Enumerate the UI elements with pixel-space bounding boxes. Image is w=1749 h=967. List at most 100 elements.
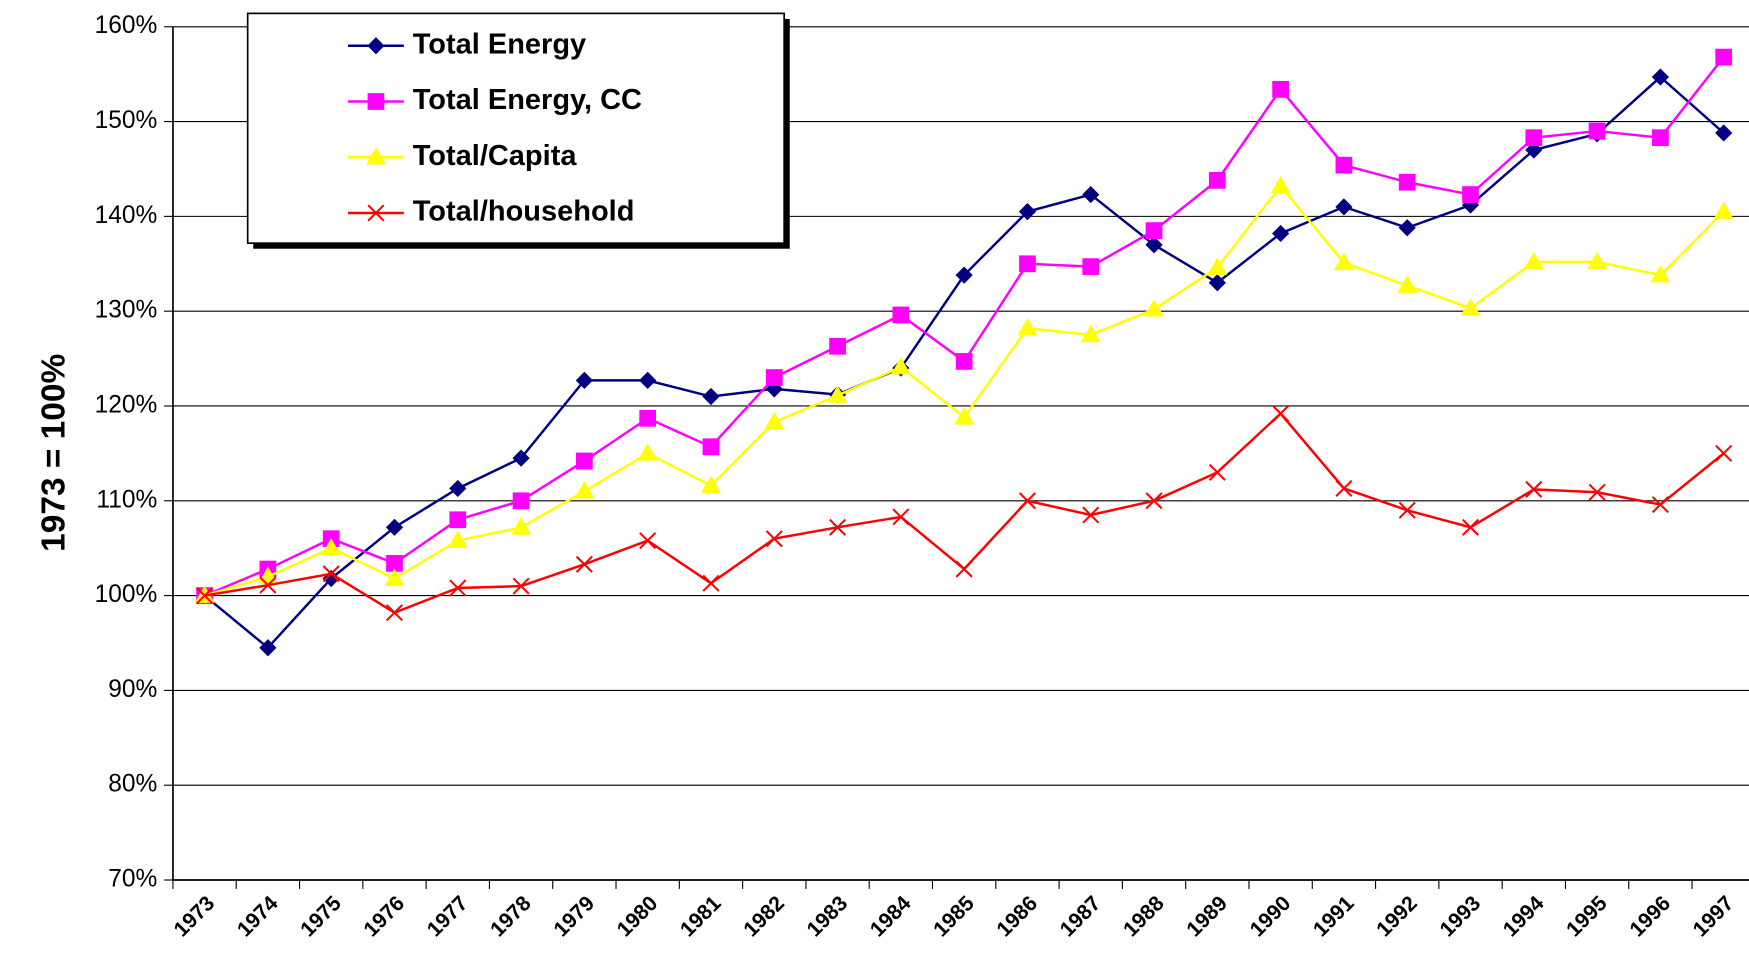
x-tick-label: 1987: [1056, 892, 1106, 942]
marker: [892, 508, 910, 526]
marker: [639, 371, 657, 389]
marker: [639, 409, 657, 427]
x-tick-label: 1979: [549, 892, 599, 942]
marker: [1461, 518, 1480, 536]
marker: [890, 357, 911, 375]
x-tick-label: 1989: [1182, 892, 1232, 942]
x-tick-label: 1978: [486, 892, 536, 942]
marker: [1525, 141, 1543, 159]
marker: [259, 576, 277, 594]
marker: [1207, 257, 1228, 275]
x-tick-label: 1994: [1499, 892, 1549, 942]
marker: [1208, 463, 1226, 481]
marker: [367, 93, 385, 110]
x-tick-label: 1996: [1625, 892, 1675, 942]
marker: [1525, 129, 1543, 147]
marker: [575, 555, 593, 573]
marker: [1525, 480, 1543, 498]
x-tick-label: 1986: [993, 892, 1043, 942]
marker: [512, 492, 530, 510]
y-axis-label: 1973 = 100%: [36, 354, 73, 552]
y-tick-label: 160%: [95, 12, 158, 39]
marker: [1398, 501, 1416, 519]
marker: [1462, 186, 1479, 203]
marker: [384, 568, 405, 586]
marker: [1208, 171, 1226, 189]
marker: [1715, 444, 1733, 462]
marker: [449, 479, 467, 498]
marker: [196, 587, 214, 605]
marker: [1018, 492, 1036, 510]
marker: [702, 574, 720, 592]
marker: [829, 518, 847, 536]
marker: [1587, 251, 1607, 270]
series-line: [204, 411, 1725, 615]
marker: [1460, 298, 1481, 316]
marker: [1082, 506, 1100, 524]
legend-label: Total Energy: [413, 28, 586, 60]
marker: [576, 452, 593, 470]
marker: [1713, 201, 1734, 219]
marker: [1398, 219, 1416, 237]
x-tick-label: 1983: [803, 892, 853, 942]
marker: [1208, 274, 1226, 292]
marker: [1398, 173, 1416, 191]
marker: [1651, 68, 1669, 86]
marker: [575, 371, 593, 389]
marker: [1715, 48, 1733, 66]
marker: [1335, 479, 1353, 497]
marker: [1082, 258, 1100, 275]
marker: [1145, 236, 1163, 254]
marker: [1588, 122, 1606, 140]
marker: [892, 306, 910, 324]
marker: [1270, 175, 1291, 194]
marker: [1397, 275, 1418, 293]
x-tick-label: 1975: [296, 892, 346, 942]
marker: [1019, 255, 1036, 273]
y-tick-label: 120%: [95, 391, 158, 418]
marker: [1272, 405, 1290, 423]
x-tick-label: 1993: [1436, 892, 1486, 942]
marker: [366, 147, 386, 165]
x-tick-label: 1988: [1119, 892, 1169, 942]
legend-box: [246, 12, 785, 244]
marker: [637, 443, 658, 461]
marker: [511, 517, 531, 535]
x-tick-label: 1991: [1309, 892, 1359, 942]
marker: [512, 577, 530, 595]
marker: [1715, 124, 1733, 142]
marker: [954, 407, 975, 425]
x-tick-label: 1997: [1689, 892, 1739, 942]
marker: [955, 353, 973, 370]
marker: [827, 385, 848, 403]
legend-label: Total/household: [413, 196, 635, 228]
marker: [367, 37, 385, 55]
x-tick-label: 1974: [233, 892, 283, 942]
y-tick-label: 80%: [108, 771, 157, 798]
marker: [1145, 222, 1163, 239]
marker: [829, 337, 846, 355]
marker: [765, 369, 783, 386]
x-tick-label: 1981: [676, 892, 726, 942]
y-tick-label: 110%: [96, 486, 157, 513]
marker: [574, 481, 595, 499]
y-tick-label: 150%: [95, 107, 158, 134]
marker: [1272, 80, 1289, 98]
marker: [702, 387, 720, 406]
marker: [1080, 324, 1101, 343]
marker: [321, 538, 342, 556]
marker: [449, 579, 467, 597]
marker: [449, 511, 467, 529]
marker: [1018, 203, 1037, 221]
marker: [702, 438, 720, 456]
x-tick-label: 1982: [739, 892, 789, 942]
marker: [955, 560, 973, 578]
y-tick-label: 70%: [108, 865, 157, 892]
marker: [1017, 318, 1038, 336]
marker: [259, 639, 277, 657]
marker: [955, 266, 973, 284]
marker: [1652, 129, 1669, 147]
marker: [1334, 252, 1354, 271]
marker: [447, 530, 468, 548]
y-tick-label: 100%: [95, 581, 158, 608]
